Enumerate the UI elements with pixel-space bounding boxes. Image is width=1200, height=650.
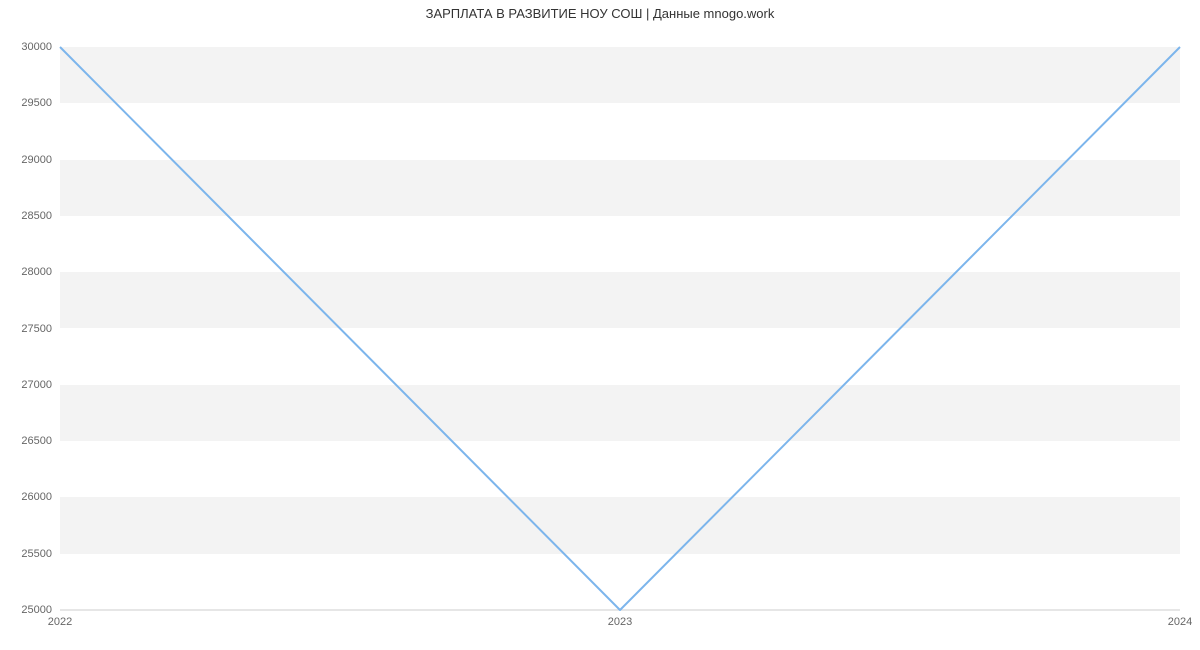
y-tick-label: 28000 [21,266,52,278]
x-tick-label: 2024 [1168,616,1192,628]
y-tick-label: 29500 [21,97,52,109]
series-line-salary [60,47,1180,610]
plot-area: 2500025500260002650027000275002800028500… [60,47,1180,610]
x-tick-label: 2022 [48,616,72,628]
y-tick-label: 26500 [21,435,52,447]
y-tick-label: 26000 [21,491,52,503]
y-tick-label: 25500 [21,548,52,560]
y-tick-label: 27000 [21,379,52,391]
x-tick-label: 2023 [608,616,632,628]
chart-title: ЗАРПЛАТА В РАЗВИТИЕ НОУ СОШ | Данные mno… [0,6,1200,21]
y-tick-label: 28500 [21,210,52,222]
chart-svg [60,47,1180,610]
y-tick-label: 30000 [21,41,52,53]
y-tick-label: 27500 [21,323,52,335]
salary-line-chart: ЗАРПЛАТА В РАЗВИТИЕ НОУ СОШ | Данные mno… [0,0,1200,650]
y-tick-label: 25000 [21,604,52,616]
y-tick-label: 29000 [21,154,52,166]
